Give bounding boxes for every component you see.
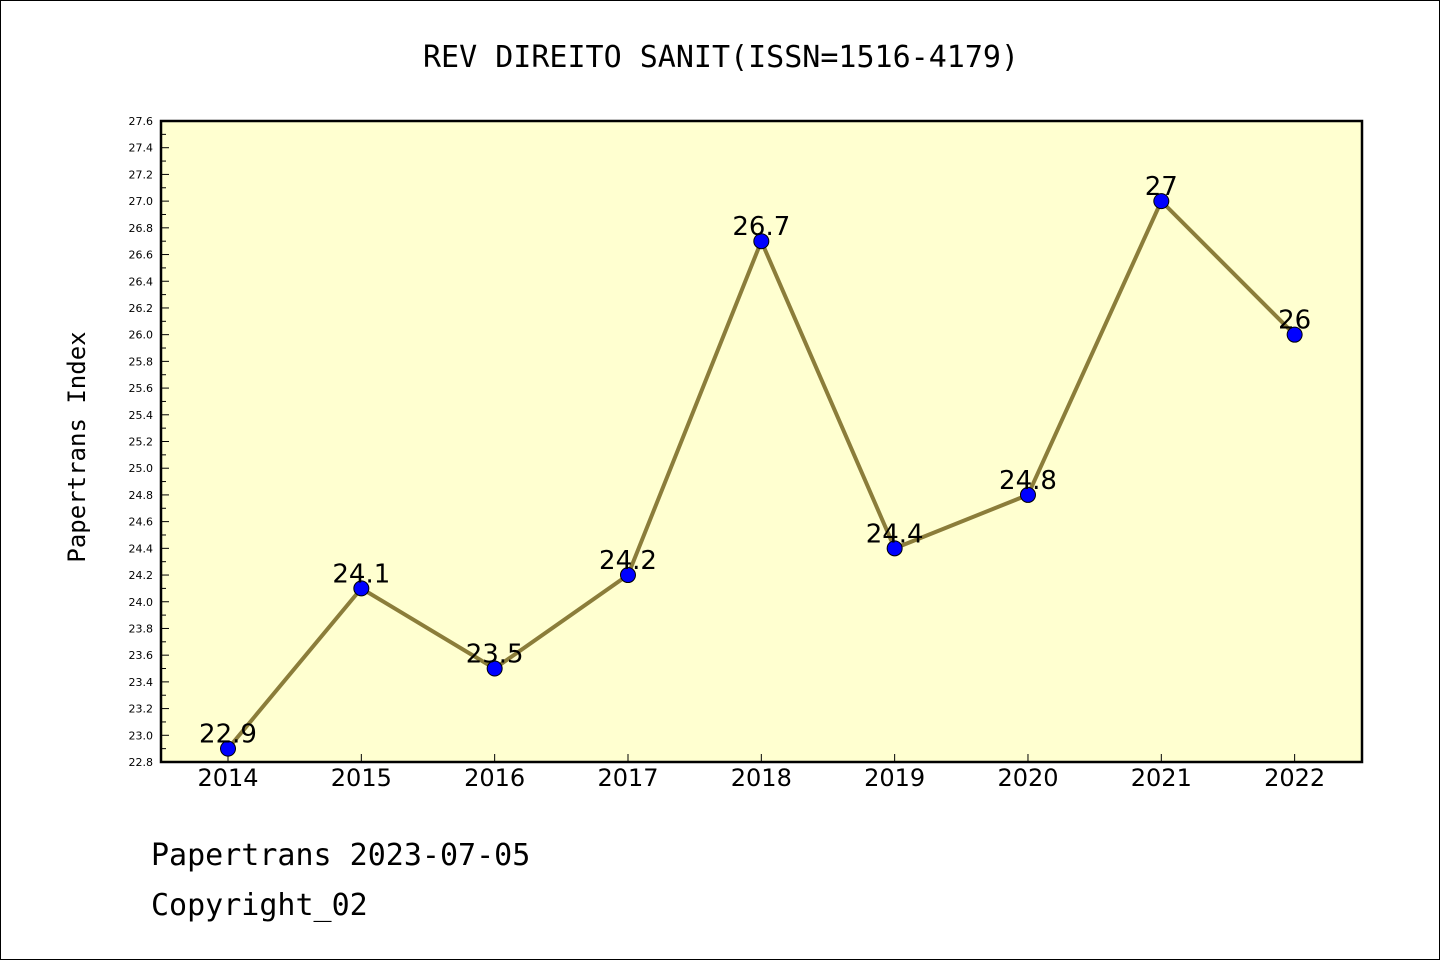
data-point: [353, 580, 370, 597]
y-tick-label: 24.0: [129, 596, 154, 609]
y-tick-label: 24.2: [129, 569, 154, 582]
x-tick-label: 2017: [597, 764, 658, 792]
y-tick-label: 26.8: [129, 222, 154, 235]
x-tick-label: 2022: [1264, 764, 1325, 792]
y-tick-label: 26.4: [129, 275, 154, 288]
y-tick-label: 25.0: [129, 462, 154, 475]
data-point: [1286, 326, 1303, 343]
y-tick-label: 24.8: [129, 489, 154, 502]
series-markers: [220, 193, 1303, 757]
y-axis: 22.8 23.0 23.2 23.4 23.6 23.8 24.0 24.2 24.4 24.6…: [129, 115, 169, 769]
data-label: 26: [1278, 306, 1311, 336]
data-label: 24.8: [999, 466, 1057, 496]
x-tick-label: 2019: [864, 764, 925, 792]
y-tick-label: 26.0: [129, 329, 154, 342]
y-tick-label: 26.6: [129, 249, 154, 262]
plot-area: [159, 119, 1364, 764]
y-tick-label: 25.4: [129, 409, 154, 422]
data-label: 24.1: [332, 559, 390, 589]
y-tick-label: 25.8: [129, 355, 154, 368]
y-tick-label: 27.0: [129, 195, 154, 208]
y-tick-label: 23.6: [129, 649, 154, 662]
y-axis-label: Papertrans Index: [63, 331, 91, 562]
y-tick-label: 23.2: [129, 703, 154, 716]
y-tick-label: 25.6: [129, 382, 154, 395]
data-point: [486, 660, 503, 677]
footer-copyright: Copyright_02: [151, 888, 368, 923]
data-label: 23.5: [466, 640, 524, 670]
data-point: [1019, 486, 1036, 503]
data-point: [619, 567, 636, 584]
y-tick-label: 26.2: [129, 302, 154, 315]
footer-date: Papertrans 2023-07-05: [151, 838, 530, 873]
data-point: [220, 740, 236, 757]
x-tick-label: 2015: [331, 764, 392, 792]
x-tick-label: 2014: [197, 764, 258, 792]
y-tick-label: 27.4: [129, 142, 154, 155]
x-tick-label: 2021: [1131, 764, 1192, 792]
data-point: [753, 233, 770, 250]
y-tick-label: 27.6: [129, 115, 154, 128]
x-axis: 2014 2015 2016 2017 2018 2019 2020 2021 2022: [197, 754, 1325, 792]
chart-title: REV DIREITO SANIT(ISSN=1516-4179): [423, 40, 1019, 75]
y-tick-label: 22.8: [129, 756, 154, 769]
data-point: [886, 540, 903, 557]
x-tick-label: 2018: [731, 764, 792, 792]
data-label: 24.2: [599, 546, 657, 576]
data-label: 24.4: [866, 519, 924, 549]
y-tick-label: 27.2: [129, 168, 154, 181]
data-label: 26.7: [732, 212, 790, 242]
y-tick-label: 23.4: [129, 676, 154, 689]
x-tick-label: 2016: [464, 764, 525, 792]
data-label: 22.9: [199, 720, 257, 750]
data-label: 27: [1145, 172, 1178, 202]
x-tick-label: 2020: [997, 764, 1058, 792]
y-tick-label: 25.2: [129, 436, 154, 449]
y-tick-label: 23.8: [129, 622, 154, 635]
data-point: [1153, 193, 1170, 210]
y-tick-label: 23.0: [129, 729, 154, 742]
data-labels: 22.9 24.1 23.5 24.2 26.7 24.4 24.8 27 26: [199, 172, 1311, 750]
y-tick-label: 24.4: [129, 542, 154, 555]
y-tick-label: 24.6: [129, 516, 154, 529]
